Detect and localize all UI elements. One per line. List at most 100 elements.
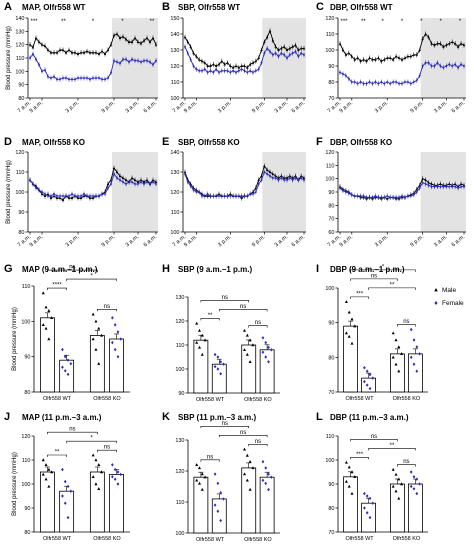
data-point bbox=[347, 310, 351, 314]
x-tick-label: 9 p.m. bbox=[251, 234, 267, 249]
data-point bbox=[121, 180, 125, 184]
data-point bbox=[424, 32, 427, 35]
data-point bbox=[266, 47, 269, 50]
data-point bbox=[451, 185, 454, 189]
data-point bbox=[338, 42, 342, 45]
data-point bbox=[214, 64, 218, 67]
x-tick-label: 9 p.m. bbox=[251, 100, 267, 115]
significance-label: ** bbox=[55, 450, 60, 456]
data-point bbox=[368, 372, 372, 377]
data-point bbox=[97, 326, 101, 330]
data-point bbox=[347, 77, 350, 81]
comparison-bracket: ns bbox=[350, 434, 398, 442]
x-tick-label: 9 a.m. bbox=[339, 234, 355, 249]
data-point bbox=[264, 355, 268, 359]
y-tick-label: 140 bbox=[170, 32, 179, 38]
data-point bbox=[44, 326, 48, 330]
data-point bbox=[363, 366, 366, 370]
data-point bbox=[267, 360, 270, 364]
significance-mark: * bbox=[420, 19, 423, 25]
data-point bbox=[271, 176, 274, 180]
data-point bbox=[400, 58, 404, 61]
x-tick-label: 3 p.m. bbox=[374, 234, 390, 249]
bar bbox=[40, 317, 55, 393]
data-point bbox=[69, 489, 73, 493]
y-axis-label: Blood pressure (mmHg) bbox=[6, 26, 12, 90]
data-point bbox=[409, 355, 413, 360]
data-point bbox=[264, 466, 268, 470]
data-point bbox=[368, 515, 372, 520]
data-point bbox=[427, 183, 430, 187]
data-point bbox=[91, 337, 95, 341]
y-tick-label: 110 bbox=[16, 56, 25, 62]
data-point bbox=[265, 168, 269, 171]
data-point bbox=[254, 69, 257, 73]
data-point bbox=[391, 355, 395, 359]
data-point bbox=[195, 55, 198, 58]
significance-label: *** bbox=[356, 291, 364, 297]
data-point bbox=[403, 80, 407, 84]
bar bbox=[389, 483, 405, 533]
y-tick-label: 120 bbox=[15, 150, 24, 156]
data-point bbox=[248, 487, 252, 491]
data-point bbox=[242, 348, 247, 351]
data-point bbox=[353, 324, 357, 328]
data-point bbox=[64, 76, 68, 80]
y-tick-label: 80 bbox=[328, 506, 334, 512]
bar-group bbox=[89, 312, 105, 393]
data-point bbox=[362, 58, 365, 61]
data-point bbox=[91, 312, 95, 316]
data-point bbox=[430, 185, 433, 189]
x-tick-label: 9 p.m. bbox=[101, 234, 117, 249]
x-tick-label: 9 a.m. bbox=[183, 234, 199, 249]
y-tick-label: 100 bbox=[15, 69, 24, 75]
data-point bbox=[113, 323, 117, 327]
data-point bbox=[456, 45, 460, 48]
x-tick-label: 3 a.m. bbox=[125, 234, 141, 249]
data-point bbox=[52, 75, 56, 79]
data-point bbox=[203, 67, 206, 71]
data-point bbox=[359, 59, 362, 63]
bracket-line bbox=[350, 269, 416, 272]
data-point bbox=[280, 47, 283, 50]
data-point bbox=[200, 59, 204, 63]
panel-h: H SBP (9 a.m.–1 p.m.) 90 100 110 120 130 Olfr55… bbox=[162, 263, 280, 403]
data-point bbox=[220, 194, 223, 198]
legend-marker-female bbox=[434, 301, 438, 305]
comparison-bracket: ns bbox=[248, 320, 268, 328]
panel-i: I DBP (9 a.m.–1 p.m.) 70 80 90 100 Olfr558 WT O… bbox=[316, 263, 464, 402]
data-point bbox=[394, 195, 398, 199]
x-tick-label: 9 a.m. bbox=[183, 100, 199, 115]
data-point bbox=[186, 180, 189, 184]
bar bbox=[407, 353, 423, 393]
bar-group bbox=[389, 467, 405, 533]
data-point bbox=[448, 63, 451, 66]
data-point bbox=[142, 59, 146, 63]
bracket-line bbox=[200, 318, 220, 321]
data-point bbox=[198, 190, 201, 194]
panel-l: L DBP (11 p.m.–3 a.m.) 70 80 90 100 110 Olfr558… bbox=[316, 411, 428, 542]
bar-group bbox=[40, 291, 55, 393]
data-point bbox=[113, 477, 117, 481]
data-point bbox=[237, 194, 240, 198]
y-tick-label: 130 bbox=[170, 48, 179, 54]
data-point bbox=[109, 71, 113, 75]
data-point bbox=[421, 37, 424, 40]
y-tick-label: 110 bbox=[176, 343, 185, 349]
data-point bbox=[111, 316, 114, 320]
data-point bbox=[234, 71, 238, 74]
data-point bbox=[76, 194, 80, 198]
night-period-shading bbox=[262, 152, 306, 232]
data-point bbox=[268, 174, 272, 178]
data-point bbox=[58, 194, 62, 198]
data-point bbox=[297, 55, 300, 58]
data-point bbox=[148, 182, 152, 186]
data-point bbox=[109, 182, 113, 186]
data-point bbox=[189, 184, 192, 188]
data-point bbox=[69, 362, 73, 366]
comparison-bracket: ns bbox=[200, 454, 220, 462]
y-tick-label: 70 bbox=[328, 217, 334, 223]
data-point bbox=[347, 334, 351, 338]
y-tick-label: 110 bbox=[22, 284, 31, 290]
